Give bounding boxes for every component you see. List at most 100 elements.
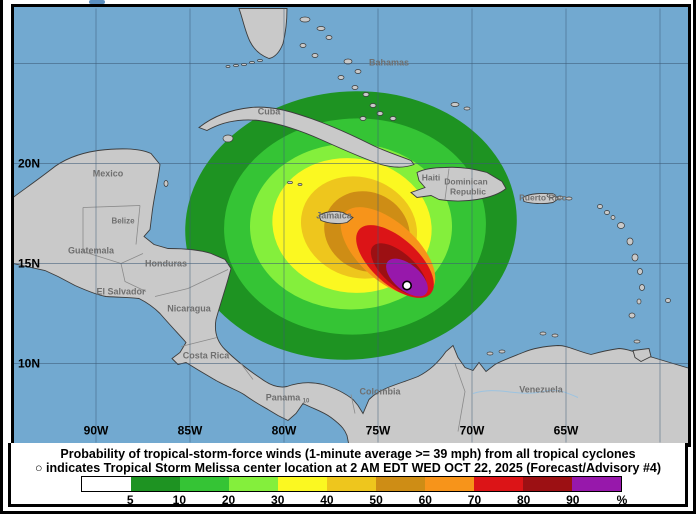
small-island: [636, 298, 642, 305]
small-island: [639, 284, 645, 291]
legend-color-cell: [229, 477, 278, 491]
map-region: Mexico Belize Guatemala Honduras El Salvador…: [11, 4, 691, 447]
legend-tick-label: 90: [566, 493, 580, 507]
small-island: [539, 331, 547, 336]
legend-tick-label: 80: [516, 493, 531, 507]
small-island: [463, 106, 471, 111]
map-labels: Mexico Belize Guatemala Honduras El Salvador…: [18, 58, 579, 438]
small-island: [450, 102, 460, 107]
legend-color-cell: [376, 477, 425, 491]
small-island: [628, 312, 636, 319]
legend-color-cell: [474, 477, 523, 491]
legend-color-cell: [523, 477, 572, 491]
small-island: [369, 103, 377, 108]
small-island: [351, 85, 359, 90]
small-island: [311, 53, 319, 58]
small-island: [389, 116, 397, 121]
rivers: [472, 389, 579, 398]
longitude-label: 75W: [366, 424, 391, 438]
place-label: Panama: [266, 393, 302, 403]
legend-tick-label: 5: [126, 493, 134, 507]
map-canvas: Mexico Belize Guatemala Honduras El Salvador…: [14, 8, 688, 444]
latitude-label: 10N: [18, 357, 40, 371]
small-island: [565, 196, 573, 201]
probability-colorbar: [81, 476, 622, 492]
small-island: [222, 134, 234, 143]
place-label: 10: [303, 399, 310, 405]
small-island: [359, 116, 367, 121]
place-label: Puerto Rico: [519, 193, 567, 203]
place-label: El Salvador: [96, 287, 146, 297]
place-label: Nicaragua: [167, 304, 212, 314]
place-label: Cuba: [258, 107, 281, 117]
small-island: [597, 204, 603, 209]
legend-tick-label: 10: [172, 493, 187, 507]
small-island: [604, 210, 610, 215]
small-island: [299, 43, 307, 48]
place-label: Jamaica: [316, 211, 353, 221]
legend-color-cell: [180, 477, 229, 491]
small-island: [546, 193, 556, 198]
storm-marker-layer: [401, 280, 412, 291]
place-label: Colombia: [359, 387, 401, 397]
latitude-label: 20N: [18, 157, 40, 171]
legend-color-cell: [572, 477, 621, 491]
storm-center-marker: [401, 280, 412, 291]
small-island: [556, 195, 564, 200]
place-label: Dominican: [444, 177, 487, 187]
legend-color-cell: [278, 477, 327, 491]
legend-tick-label: 20: [221, 493, 236, 507]
small-island: [626, 237, 634, 246]
small-island: [637, 268, 643, 275]
small-island: [362, 92, 370, 97]
caption-line1: Probability of tropical-storm-force wind…: [60, 447, 636, 461]
legend-color-cell: [327, 477, 376, 491]
legend-tick-label: %: [616, 493, 628, 507]
small-island: [233, 64, 239, 67]
small-island: [343, 58, 353, 65]
small-island: [617, 222, 625, 229]
latlon-grid: [14, 8, 688, 443]
legend-tick-label: 50: [369, 493, 383, 507]
longitude-label: 70W: [460, 424, 485, 438]
legend-color-cell: [82, 477, 131, 491]
place-label: Belize: [111, 217, 135, 226]
contour-90pct: [386, 258, 428, 297]
small-island: [633, 339, 641, 344]
legend-tick-label: 70: [467, 493, 482, 507]
caption-line2: ○ indicates Tropical Storm Melissa cente…: [34, 461, 662, 475]
longitude-label: 80W: [272, 424, 297, 438]
small-island: [257, 59, 263, 62]
latitude-label: 15N: [18, 257, 40, 271]
legend-color-cell: [131, 477, 180, 491]
small-island: [163, 180, 169, 187]
small-island: [299, 16, 311, 23]
place-label: Venezuela: [519, 385, 564, 395]
small-island: [486, 351, 494, 356]
small-island: [610, 215, 616, 220]
longitude-label: 85W: [178, 424, 203, 438]
place-label: Republic: [450, 187, 486, 197]
caption-panel: Probability of tropical-storm-force wind…: [8, 443, 688, 507]
small-island: [498, 349, 506, 354]
small-island: [297, 183, 303, 186]
small-island: [316, 26, 326, 31]
small-island: [551, 333, 559, 338]
small-island: [376, 111, 384, 116]
place-label: Guatemala: [68, 246, 115, 256]
place-label: Honduras: [145, 259, 187, 269]
place-label: Haiti: [422, 173, 440, 183]
place-label: Mexico: [93, 169, 124, 179]
legend-tick-label: 40: [320, 493, 334, 507]
small-island: [665, 298, 671, 303]
longitude-label: 65W: [554, 424, 579, 438]
small-island: [287, 180, 293, 185]
small-islands: [163, 16, 671, 356]
small-island: [354, 69, 362, 74]
longitude-label: 90W: [84, 424, 109, 438]
small-island: [631, 253, 639, 262]
place-label: Bahamas: [369, 58, 409, 68]
small-island: [225, 65, 231, 68]
legend-color-cell: [425, 477, 474, 491]
